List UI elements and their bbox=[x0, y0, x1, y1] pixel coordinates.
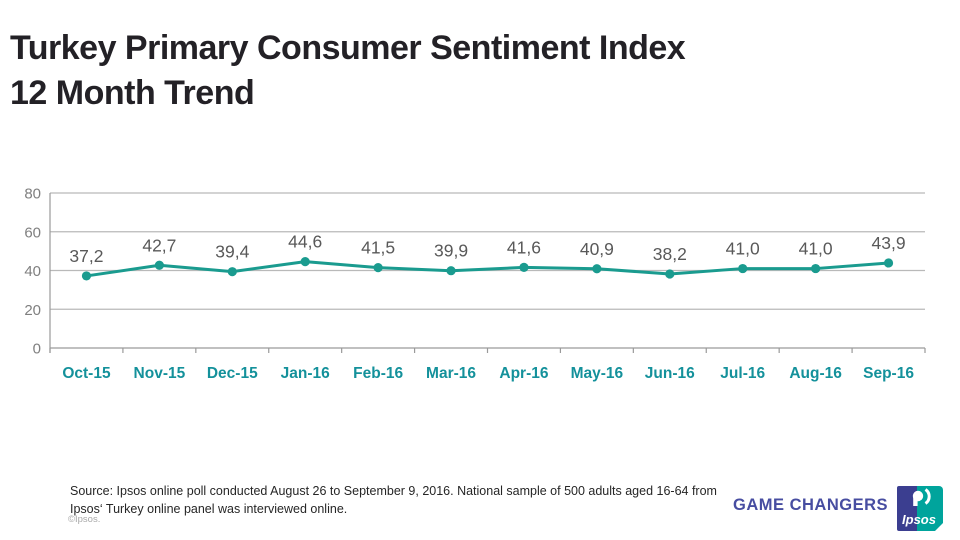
page-title-line2: 12 Month Trend bbox=[10, 74, 255, 112]
data-label-Jul-16: 41,0 bbox=[726, 239, 760, 259]
data-point-Sep-16 bbox=[883, 258, 894, 268]
source-note-line2: Ipsos‘ Turkey online panel was interview… bbox=[70, 502, 348, 516]
source-note: Source: Ipsos online poll conducted Augu… bbox=[70, 482, 720, 518]
x-tick-label-Nov-15: Nov-15 bbox=[134, 365, 186, 382]
x-tick-label-Apr-16: Apr-16 bbox=[499, 365, 548, 382]
data-point-Feb-16 bbox=[373, 262, 383, 273]
ipsos-logo-glyph-stem bbox=[913, 496, 918, 506]
data-point-Jun-16 bbox=[665, 269, 675, 279]
page-title: Turkey Primary Consumer Sentiment Index … bbox=[10, 26, 686, 116]
x-tick-label-Jun-16: Jun-16 bbox=[645, 365, 695, 382]
data-label-Jun-16: 38,2 bbox=[653, 244, 687, 264]
data-point-Mar-16 bbox=[446, 266, 456, 276]
sentiment-trend-chart: 0 20 40 60 80 37,2 Oct-15 42,7 Nov-15 39,4 Dec-15 4… bbox=[0, 175, 960, 390]
y-tick-label-80: 80 bbox=[24, 186, 41, 203]
data-point-May-16 bbox=[592, 264, 602, 274]
x-tick-label-Feb-16: Feb-16 bbox=[353, 365, 403, 382]
data-point-Dec-15 bbox=[227, 267, 237, 277]
x-tick-label-May-16: May-16 bbox=[571, 365, 624, 382]
y-tick-label-0: 0 bbox=[33, 341, 41, 358]
data-label-Mar-16: 39,9 bbox=[434, 241, 468, 261]
x-tick-label-Mar-16: Mar-16 bbox=[426, 365, 476, 382]
sentiment-series-line bbox=[86, 260, 889, 278]
data-point-Nov-15 bbox=[154, 260, 164, 270]
ipsos-logo: Ipsos bbox=[897, 486, 943, 531]
page-title-line1: Turkey Primary Consumer Sentiment Index bbox=[10, 29, 686, 67]
x-tick-label-Oct-15: Oct-15 bbox=[62, 365, 111, 382]
data-label-Nov-15: 42,7 bbox=[142, 235, 176, 255]
ipsos-logo-graphic: Ipsos bbox=[897, 486, 943, 531]
ipsos-logo-glyph-arc bbox=[924, 488, 931, 505]
data-label-Oct-15: 37,2 bbox=[69, 246, 103, 266]
data-point-Jan-16 bbox=[300, 256, 310, 267]
x-tick-label-Jan-16: Jan-16 bbox=[281, 365, 330, 382]
line-chart-canvas: 0 20 40 60 80 37,2 Oct-15 42,7 Nov-15 39,4 Dec-15 4… bbox=[24, 186, 926, 382]
x-tick-label-Sep-16: Sep-16 bbox=[863, 365, 914, 382]
ipsos-logo-wordmark: Ipsos bbox=[902, 512, 936, 527]
data-label-Jan-16: 44,6 bbox=[288, 232, 322, 252]
data-label-Aug-16: 41,0 bbox=[799, 239, 833, 259]
ipsos-logo-teal-panel bbox=[917, 486, 943, 531]
x-tick-label-Dec-15: Dec-15 bbox=[207, 365, 258, 382]
data-label-Dec-15: 39,4 bbox=[215, 242, 249, 262]
x-tick-label-Jul-16: Jul-16 bbox=[720, 365, 765, 382]
data-point-Jul-16 bbox=[738, 263, 748, 274]
y-tick-label-60: 60 bbox=[24, 224, 41, 241]
y-tick-label-40: 40 bbox=[24, 263, 41, 280]
data-label-Apr-16: 41,6 bbox=[507, 237, 541, 257]
data-point-Aug-16 bbox=[811, 263, 821, 274]
data-label-Feb-16: 41,5 bbox=[361, 238, 395, 258]
game-changers-tagline: GAME CHANGERS bbox=[733, 496, 889, 514]
copyright-text: ©Ipsos. bbox=[68, 514, 101, 525]
data-label-May-16: 40,9 bbox=[580, 239, 614, 259]
x-tick-label-Aug-16: Aug-16 bbox=[789, 365, 842, 382]
data-point-Oct-15 bbox=[81, 271, 92, 281]
y-tick-label-20: 20 bbox=[24, 302, 41, 319]
data-label-Sep-16: 43,9 bbox=[872, 233, 906, 253]
data-point-Apr-16 bbox=[519, 262, 529, 272]
source-note-line1: Source: Ipsos online poll conducted Augu… bbox=[70, 484, 717, 498]
